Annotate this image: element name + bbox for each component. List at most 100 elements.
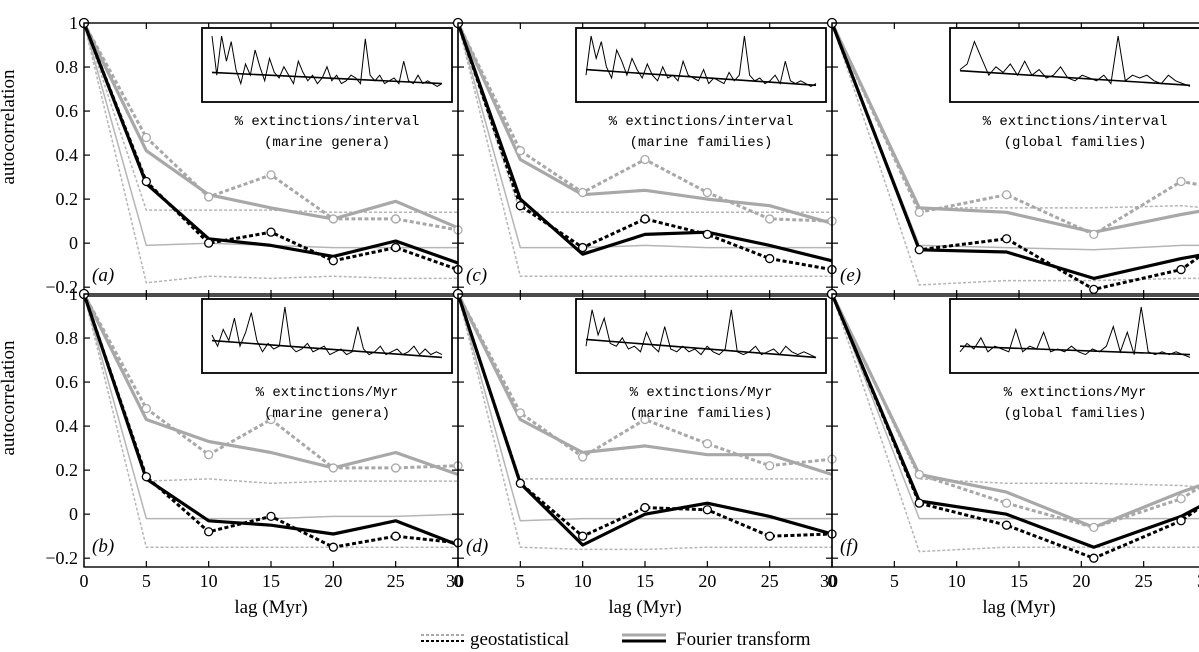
inset-trend-a xyxy=(211,71,443,85)
data-point-black-dashed-circles-c-3 xyxy=(640,214,650,224)
data-point-gray-dashed-circles-c-2 xyxy=(578,187,588,198)
y-tick-label-b-0: 1 xyxy=(69,284,78,304)
series-line-gray-solid-f-2 xyxy=(830,293,1199,530)
data-point-black-dashed-circles-f-2 xyxy=(1001,520,1012,530)
inset-frame-d xyxy=(575,298,827,374)
series-line-black-solid-c-3 xyxy=(456,22,833,263)
inset-caption-group-b: (marine genera) xyxy=(264,406,390,422)
x-tick-label-d-6: 30 xyxy=(820,571,838,591)
data-point-black-dashed-circles-b-4 xyxy=(328,542,338,552)
data-point-gray-dashed-circles-e-1 xyxy=(914,207,924,217)
y-tick-label-a-4: 0.2 xyxy=(56,189,79,209)
y-tick-label-a-2: 0.6 xyxy=(56,101,79,121)
y-axis-title-bottom: autocorrelation xyxy=(0,340,19,456)
x-tick-label-d-2: 10 xyxy=(574,571,592,591)
data-point-gray-dashed-circles-b-2 xyxy=(204,450,214,460)
x-tick-label-b-1: 5 xyxy=(142,571,151,591)
data-point-gray-dashed-circles-d-3 xyxy=(640,414,650,425)
panels-group: 10.80.60.40.20−0.2(a)% extinctions/inter… xyxy=(45,13,1199,618)
inset-trend-c xyxy=(585,68,817,87)
legend-item-geostatistical: geostatistical xyxy=(421,629,569,650)
y-tick-label-a-0: 1 xyxy=(69,13,78,33)
series-line-thin-gray-dashed-c-6 xyxy=(457,22,832,277)
legend-item-fourier: Fourier transform xyxy=(622,629,811,650)
inset-frame-f xyxy=(949,298,1199,374)
y-tick-label-b-2: 0.6 xyxy=(56,372,79,392)
series-line-thin-gray-solid-c-4 xyxy=(457,22,832,249)
legend-label-geostatistical: geostatistical xyxy=(470,629,569,650)
panel-label-b: (b) xyxy=(92,536,114,557)
data-point-black-dashed-circles-f-3 xyxy=(1089,553,1099,563)
panel-label-d: (d) xyxy=(466,536,488,557)
data-point-black-dashed-circles-d-4 xyxy=(702,505,712,515)
panel-label-e: (e) xyxy=(840,265,861,286)
legend-label-fourier: Fourier transform xyxy=(676,629,811,650)
data-point-gray-dashed-circles-b-5 xyxy=(391,463,401,473)
panel-label-f: (f) xyxy=(840,536,858,557)
x-tick-label-b-4: 20 xyxy=(324,571,342,591)
data-point-gray-dashed-circles-c-3 xyxy=(640,154,650,165)
x-tick-label-f-3: 15 xyxy=(1010,571,1028,591)
data-point-gray-dashed-circles-c-5 xyxy=(765,214,775,224)
x-tick-label-b-3: 15 xyxy=(262,571,280,591)
data-point-gray-dashed-circles-a-5 xyxy=(391,214,401,224)
series-line-thin-gray-dashed-e-6 xyxy=(831,22,1199,286)
data-point-black-dashed-circles-f-1 xyxy=(914,498,924,508)
x-axis-title-b: lag (Myr) xyxy=(234,597,307,618)
inset-frame-a xyxy=(201,27,453,103)
data-point-gray-dashed-circles-d-2 xyxy=(578,452,588,462)
series-line-gray-solid-c-2 xyxy=(456,22,833,225)
x-tick-label-b-5: 25 xyxy=(387,571,405,591)
data-point-black-dashed-circles-c-1 xyxy=(515,201,525,211)
y-tick-label-b-6: −0.2 xyxy=(45,548,78,568)
inset-frame-e xyxy=(949,27,1199,103)
x-tick-label-b-6: 30 xyxy=(446,571,464,591)
data-point-black-dashed-circles-b-1 xyxy=(141,472,151,482)
series-line-thin-gray-dashed-f-6 xyxy=(831,293,1199,553)
panel-d: 0 5 10 15 20 25 30 lag (Myr) (d) % extinctions/My… xyxy=(452,288,838,618)
data-point-black-dashed-circles-b-3 xyxy=(266,511,276,522)
series-line-gray-solid-e-2 xyxy=(830,22,1199,234)
data-point-black-dashed-circles-a-4 xyxy=(328,256,338,266)
x-tick-label-d-5: 25 xyxy=(761,571,779,591)
x-tick-label-d-3: 15 xyxy=(636,571,654,591)
data-point-black-dashed-circles-a-3 xyxy=(266,227,276,237)
data-point-gray-dashed-circles-d-5 xyxy=(765,461,775,471)
data-point-gray-dashed-circles-f-1 xyxy=(914,469,924,480)
panel-label-c: (c) xyxy=(466,265,487,286)
x-tick-label-d-4: 20 xyxy=(698,571,716,591)
x-tick-label-f-5: 25 xyxy=(1135,571,1153,591)
data-point-black-dashed-circles-a-1 xyxy=(141,176,151,187)
x-tick-label-b-0: 0 xyxy=(80,571,89,591)
inset-f: % extinctions/Myr (global families) xyxy=(949,298,1199,422)
y-axis-titles: autocorrelation autocorrelation xyxy=(0,69,19,456)
panel-label-a: (a) xyxy=(92,265,114,286)
inset-series-e xyxy=(959,35,1191,87)
y-tick-label-a-6: −0.2 xyxy=(45,277,78,297)
data-point-gray-dashed-circles-a-4 xyxy=(328,214,338,224)
data-point-black-dashed-circles-e-1 xyxy=(914,245,924,255)
data-point-gray-dashed-circles-f-3 xyxy=(1089,522,1099,533)
data-point-gray-dashed-circles-f-4 xyxy=(1176,494,1186,504)
data-point-black-dashed-circles-d-2 xyxy=(578,531,588,541)
data-point-gray-dashed-circles-b-4 xyxy=(328,463,338,473)
data-point-black-dashed-circles-c-5 xyxy=(765,253,775,264)
data-point-gray-dashed-circles-c-1 xyxy=(515,146,525,156)
y-tick-label-b-3: 0.4 xyxy=(56,416,79,436)
series-line-black-solid-f-3 xyxy=(830,293,1199,549)
inset-c: % extinctions/interval (marine families) xyxy=(575,27,827,151)
series-line-thin-gray-dashed-b-6 xyxy=(83,293,458,548)
data-point-black-dashed-circles-c-2 xyxy=(578,242,588,253)
data-point-gray-dashed-circles-d-4 xyxy=(702,439,712,449)
x-tick-label-f-1: 5 xyxy=(890,571,899,591)
data-point-gray-dashed-circles-b-3 xyxy=(266,414,276,425)
inset-caption-group-d: (marine families) xyxy=(630,406,773,422)
inset-trend-d xyxy=(585,338,817,359)
x-tick-label-f-4: 20 xyxy=(1072,571,1090,591)
inset-caption-group-e: (global families) xyxy=(1004,135,1147,151)
legend: geostatistical Fourier transform xyxy=(421,629,811,650)
y-tick-label-a-1: 0.8 xyxy=(56,57,79,77)
inset-trend-f xyxy=(959,345,1191,356)
